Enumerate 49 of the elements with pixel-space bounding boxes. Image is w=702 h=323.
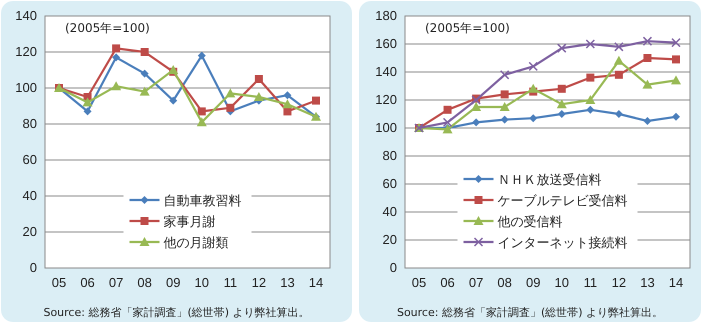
y-tick-label: 0 — [390, 260, 397, 276]
x-tick-label: 14 — [668, 275, 684, 290]
y-tick-label: 120 — [375, 92, 397, 108]
y-tick-label: 120 — [15, 44, 37, 60]
legend-label: ケーブルテレビ受信料 — [498, 194, 628, 209]
x-tick-label: 10 — [194, 275, 210, 290]
x-tick-label: 11 — [584, 275, 598, 290]
y-tick-label: 80 — [22, 116, 37, 132]
x-tick-label: 05 — [52, 275, 66, 290]
x-tick-label: 12 — [252, 275, 266, 290]
x-tick-label: 09 — [526, 275, 540, 290]
source-note: Source: 総務省「家計調査」(総世帯) より弊社算出。 — [396, 306, 664, 319]
x-tick-label: 09 — [166, 275, 180, 290]
y-tick-label: 20 — [22, 224, 37, 240]
x-tick-label: 12 — [612, 275, 626, 290]
y-tick-label: 40 — [22, 188, 37, 204]
y-tick-label: 140 — [375, 64, 397, 80]
y-tick-label: 100 — [15, 80, 37, 96]
y-tick-label: 80 — [382, 148, 397, 164]
x-tick-label: 08 — [497, 275, 512, 290]
x-tick-label: 05 — [412, 275, 426, 290]
y-tick-label: 140 — [15, 8, 37, 24]
y-tick-label: 40 — [382, 204, 397, 220]
y-tick-label: 160 — [375, 36, 397, 52]
y-tick-label: 0 — [30, 260, 37, 276]
x-tick-label: 13 — [640, 275, 655, 290]
y-tick-label: 60 — [22, 152, 37, 168]
legend-label: 自動車教習料 — [164, 194, 242, 209]
legend-label: インターネット接続料 — [498, 236, 628, 251]
x-tick-label: 10 — [554, 275, 570, 290]
annotation: (2005年=100) — [425, 21, 510, 35]
x-tick-label: 14 — [308, 275, 324, 290]
legend-label: 他の受信料 — [498, 215, 562, 230]
x-tick-label: 07 — [108, 275, 124, 290]
annotation: (2005年=100) — [65, 21, 150, 35]
legend-label: ＮＨＫ放送受信料 — [498, 173, 602, 188]
x-tick-label: 06 — [80, 275, 95, 290]
x-tick-label: 13 — [280, 275, 295, 290]
x-tick-label: 07 — [468, 275, 484, 290]
legend-label: 他の月謝類 — [164, 236, 228, 251]
x-tick-label: 06 — [440, 275, 455, 290]
legend-label: 家事月謝 — [164, 214, 216, 230]
x-tick-label: 11 — [224, 275, 238, 290]
y-tick-label: 100 — [375, 120, 397, 136]
y-tick-label: 60 — [382, 176, 397, 192]
x-tick-label: 08 — [137, 275, 152, 290]
y-tick-label: 180 — [375, 8, 397, 24]
source-note: Source: 総務省「家計調査」(総世帯) より弊社算出。 — [43, 306, 310, 319]
y-tick-label: 20 — [382, 232, 397, 248]
